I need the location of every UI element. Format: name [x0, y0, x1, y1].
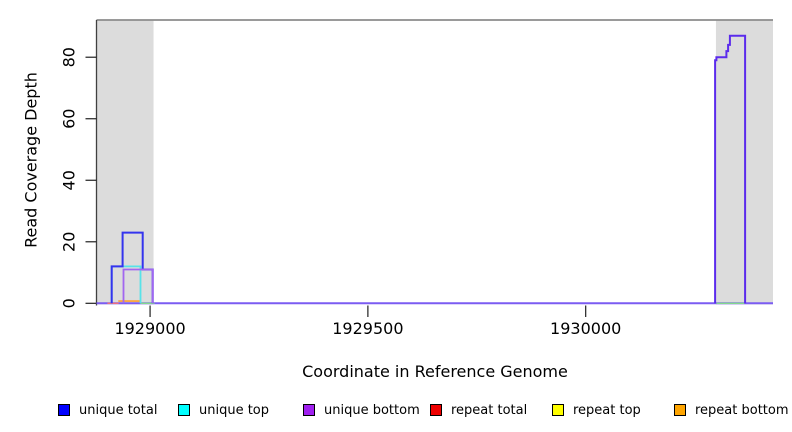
legend-swatch-icon [674, 404, 686, 416]
legend-label: repeat total [451, 402, 528, 418]
unique-bottom-left-peak-line [122, 268, 154, 304]
legend-item-repeat-total: repeat total [430, 402, 527, 418]
left-gray-region [96, 20, 154, 305]
legend-item-unique-bottom: unique bottom [303, 402, 420, 418]
legend-swatch-icon [178, 404, 190, 416]
x-tick-label: 1929500 [332, 319, 403, 338]
x-axis-title: Coordinate in Reference Genome [302, 362, 568, 381]
legend-label: unique top [199, 402, 270, 418]
legend-label: unique total [79, 402, 158, 418]
legend-swatch-icon [303, 404, 315, 416]
legend-item-unique-top: unique top [178, 402, 269, 418]
y-axis-title: Read Coverage Depth [21, 72, 41, 248]
legend: unique total unique top unique bottom repea… [0, 402, 792, 422]
y-tick-label: 0 [60, 298, 79, 308]
x-tick-label: 1929000 [114, 319, 185, 338]
legend-label: unique bottom [324, 402, 420, 418]
y-tick-label: 20 [60, 232, 79, 252]
legend-item-repeat-bottom: repeat bottom [674, 402, 789, 418]
y-tick-label: 80 [60, 47, 79, 67]
legend-swatch-icon [552, 404, 564, 416]
legend-item-unique-total: unique total [58, 402, 157, 418]
x-tick-label: 1930000 [550, 319, 621, 338]
legend-swatch-icon [58, 404, 70, 416]
y-tick-label: 40 [60, 170, 79, 190]
legend-label: repeat bottom [695, 402, 789, 418]
legend-label: repeat top [573, 402, 641, 418]
legend-item-repeat-top: repeat top [552, 402, 641, 418]
y-tick-label: 60 [60, 109, 79, 129]
unique-right-peak-line [714, 34, 747, 304]
legend-swatch-icon [430, 404, 442, 416]
